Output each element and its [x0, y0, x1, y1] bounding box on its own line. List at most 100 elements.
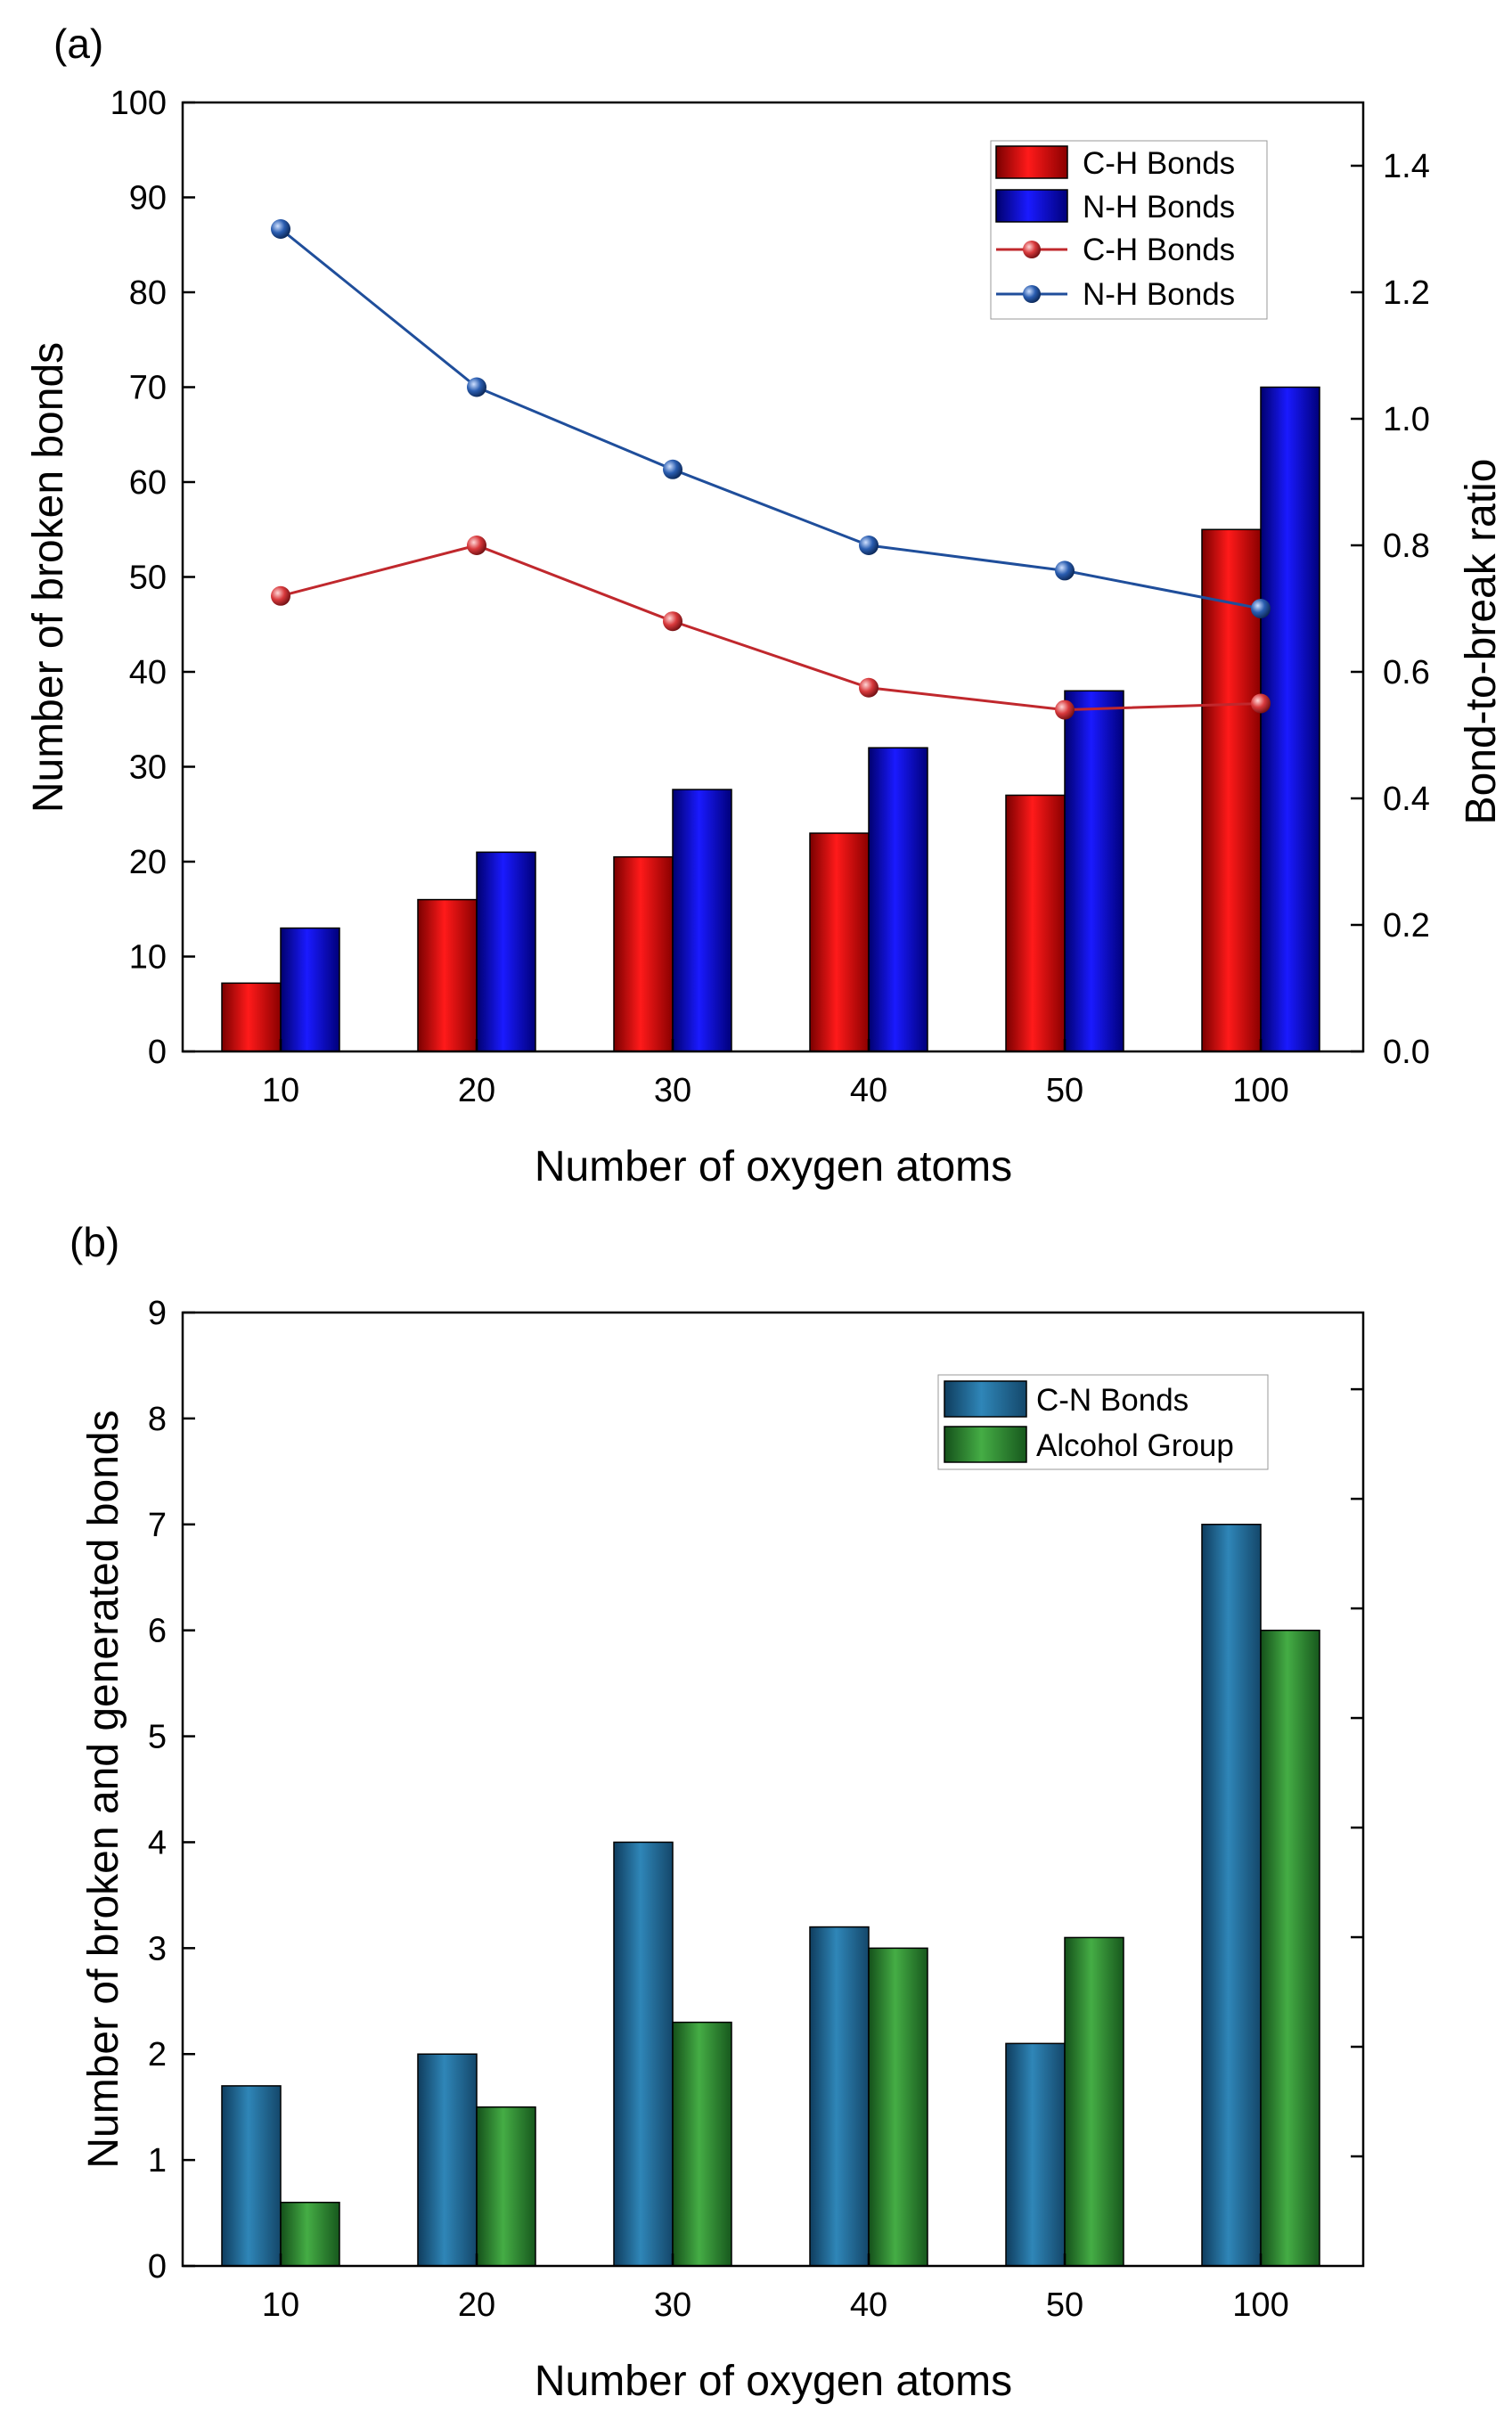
panel-a-x-axis-title: Number of oxygen atoms: [535, 1143, 1012, 1190]
bar-ch-40: [809, 832, 870, 1052]
bar-alcohol-10: [280, 2201, 340, 2267]
panel-b-legend: C-N Bonds Alcohol Group: [937, 1374, 1269, 1470]
bar-nh-40: [868, 747, 928, 1052]
bar-ch-10: [221, 982, 282, 1052]
right-y-tick-label: 1.4: [1383, 148, 1430, 185]
x-tick-label: 40: [850, 1072, 887, 1109]
panel-b-chart: (b) 0 1 2 3 4 5 6 7 8 9 10 20 30 40 50 100 Number of o…: [69, 1219, 1365, 2405]
bar-ch-100: [1201, 528, 1262, 1052]
x-tick-label: 100: [1232, 2286, 1288, 2324]
panel-b-right-ticks: [1351, 1387, 1363, 2158]
panel-b-y-axis-title: Number of broken and generated bonds: [80, 1410, 127, 2168]
y-tick-label: 5: [148, 1719, 167, 1756]
right-y-tick-label: 1.0: [1383, 401, 1430, 438]
bar-nh-20: [476, 851, 536, 1052]
x-tick-label: 40: [850, 2286, 887, 2324]
legend-swatch-ch-bar: [995, 145, 1068, 179]
y-tick-label: 20: [129, 844, 167, 881]
point-nh-30: [663, 459, 682, 479]
y-tick-label: 40: [129, 654, 167, 691]
y-tick-label: 0: [148, 2248, 167, 2286]
panel-a-right-y-ticks: 0.0 0.2 0.4 0.6 0.8 1.0 1.2 1.4: [1351, 148, 1430, 1071]
y-tick-label: 10: [129, 939, 167, 977]
right-y-tick-label: 1.2: [1383, 274, 1430, 312]
point-ch-50: [1055, 699, 1075, 720]
panel-b-bars: [221, 1524, 1320, 2267]
legend-marker-ch: [1023, 241, 1041, 258]
y-tick-label: 70: [129, 370, 167, 407]
bar-cn-20: [417, 2053, 478, 2267]
line-ch: [280, 544, 1262, 712]
bar-cn-10: [221, 2085, 282, 2267]
y-tick-label: 50: [129, 560, 167, 597]
panel-a-y-axis-title: Number of broken bonds: [25, 342, 72, 813]
point-ch-100: [1251, 693, 1271, 714]
y-tick-label: 0: [148, 1034, 167, 1071]
legend-label-cn: C-N Bonds: [1036, 1383, 1189, 1418]
panel-a-legend: C-H Bonds N-H Bonds C-H Bonds N-H Bonds: [990, 140, 1268, 320]
point-nh-50: [1055, 560, 1075, 581]
point-nh-100: [1251, 599, 1271, 618]
line-nh: [280, 227, 1262, 610]
y-tick-label: 100: [110, 85, 167, 122]
panel-a-y-ticks: 0 10 20 30 40 50 60 70 80 90 100: [110, 85, 195, 1071]
x-tick-label: 30: [654, 2286, 691, 2324]
right-y-tick-label: 0.8: [1383, 528, 1430, 565]
legend-swatch-alcohol: [944, 1426, 1027, 1463]
panel-a-x-ticks: 10 20 30 40 50 100: [262, 1039, 1289, 1109]
point-ch-40: [859, 677, 879, 698]
x-tick-label: 10: [262, 2286, 299, 2324]
legend-label-nh-bar: N-H Bonds: [1083, 190, 1235, 225]
bar-ch-50: [1005, 794, 1066, 1052]
point-nh-40: [859, 536, 879, 555]
panel-a-right-y-axis-title: Bond-to-break ratio: [1458, 459, 1505, 825]
y-tick-label: 7: [148, 1507, 167, 1544]
bar-ch-20: [417, 898, 478, 1052]
bar-cn-30: [613, 1841, 674, 2267]
x-tick-label: 100: [1232, 1072, 1288, 1109]
point-nh-10: [271, 219, 290, 239]
bar-nh-10: [280, 927, 340, 1052]
bar-nh-100: [1260, 386, 1320, 1052]
x-tick-label: 20: [458, 2286, 495, 2324]
bar-alcohol-30: [672, 2021, 732, 2267]
legend-swatch-nh-bar: [995, 189, 1068, 223]
point-ch-10: [271, 585, 290, 606]
legend-label-alcohol: Alcohol Group: [1036, 1428, 1234, 1463]
bar-alcohol-40: [868, 1947, 928, 2267]
legend-label-ch-bar: C-H Bonds: [1083, 146, 1235, 181]
y-tick-label: 3: [148, 1930, 167, 1967]
y-tick-label: 2: [148, 2036, 167, 2073]
panel-b-label: (b): [69, 1219, 119, 1265]
bar-cn-40: [809, 1926, 870, 2267]
panel-a-bars: [221, 386, 1320, 1052]
x-tick-label: 30: [654, 1072, 691, 1109]
y-tick-label: 90: [129, 180, 167, 217]
panel-b-x-axis-title: Number of oxygen atoms: [535, 2358, 1012, 2405]
point-ch-30: [663, 611, 682, 632]
legend-swatch-cn: [944, 1380, 1027, 1418]
x-tick-label: 50: [1046, 2286, 1083, 2324]
right-y-tick-label: 0.0: [1383, 1034, 1430, 1071]
bar-ch-30: [613, 855, 674, 1052]
y-tick-label: 8: [148, 1401, 167, 1438]
y-tick-label: 60: [129, 464, 167, 502]
x-tick-label: 20: [458, 1072, 495, 1109]
bar-cn-50: [1005, 2042, 1066, 2267]
panel-b-y-ticks: 0 1 2 3 4 5 6 7 8 9: [148, 1295, 195, 2286]
y-tick-label: 1: [148, 2142, 167, 2180]
right-y-tick-label: 0.4: [1383, 781, 1430, 818]
y-tick-label: 80: [129, 274, 167, 312]
bar-cn-100: [1201, 1524, 1262, 2267]
right-y-tick-label: 0.6: [1383, 654, 1430, 691]
panel-b-plot-frame: [181, 1311, 1365, 2268]
point-nh-20: [467, 377, 486, 397]
right-y-tick-label: 0.2: [1383, 907, 1430, 945]
x-tick-label: 50: [1046, 1072, 1083, 1109]
legend-label-nh-line: N-H Bonds: [1083, 277, 1235, 312]
legend-marker-nh: [1023, 285, 1041, 303]
x-tick-label: 10: [262, 1072, 299, 1109]
panel-b-x-ticks: 10 20 30 40 50 100: [262, 2253, 1289, 2324]
